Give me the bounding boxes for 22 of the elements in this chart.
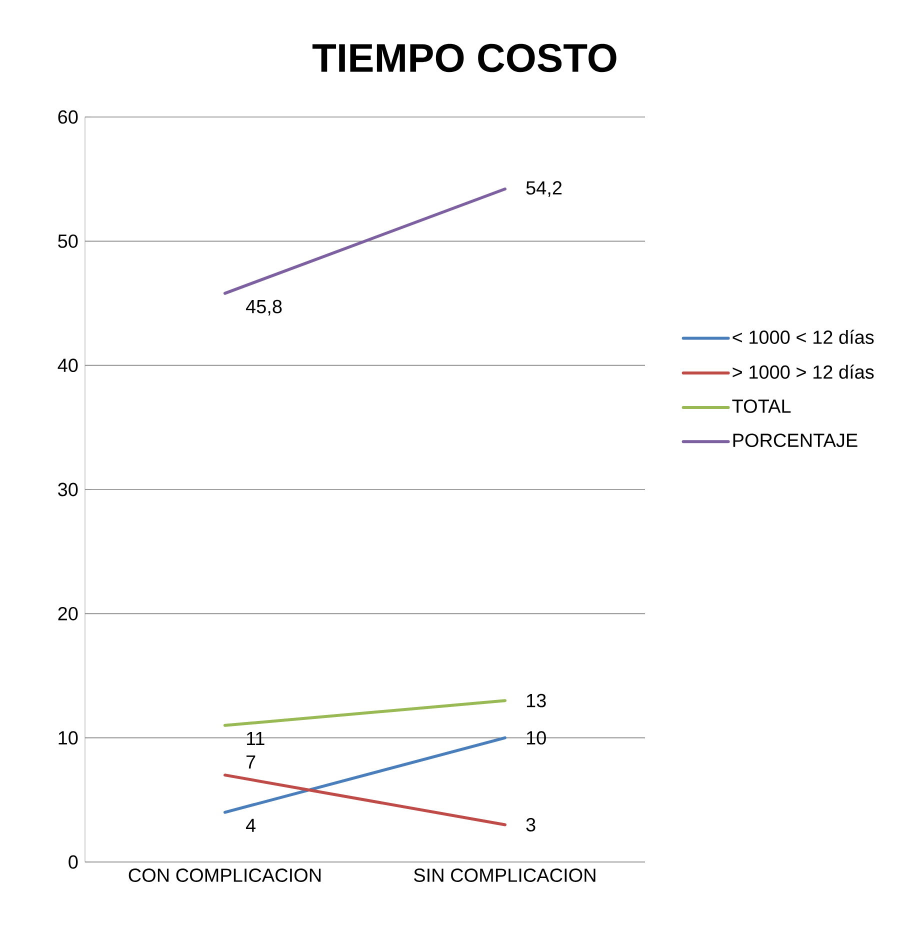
data-label: 45,8	[246, 300, 282, 316]
y-tick-label: 50	[58, 234, 78, 248]
legend-label: TOTAL	[732, 399, 791, 413]
legend-label: > 1000 > 12 días	[732, 364, 874, 379]
data-label: 54,2	[526, 181, 562, 197]
y-tick-label: 0	[68, 855, 78, 869]
y-tick-label: 20	[58, 606, 78, 620]
legend-label: < 1000 < 12 días	[732, 330, 874, 344]
data-label: 13	[526, 694, 546, 708]
y-tick-label: 40	[58, 358, 78, 372]
data-label: 7	[246, 755, 256, 769]
data-label: 3	[526, 818, 536, 832]
y-tick-label: 30	[58, 482, 78, 496]
legend-label: PORCENTAJE	[733, 434, 858, 448]
data-label: 11	[246, 732, 264, 746]
x-tick-label: CON COMPLICACION	[128, 868, 321, 882]
chart-title: TIEMPO COSTO	[312, 44, 616, 72]
x-tick-label: SIN COMPLICACION	[414, 868, 596, 882]
y-tick-label: 60	[58, 110, 78, 124]
data-label: 4	[246, 818, 256, 832]
data-label: 10	[526, 731, 546, 745]
y-tick-label: 10	[58, 731, 78, 745]
